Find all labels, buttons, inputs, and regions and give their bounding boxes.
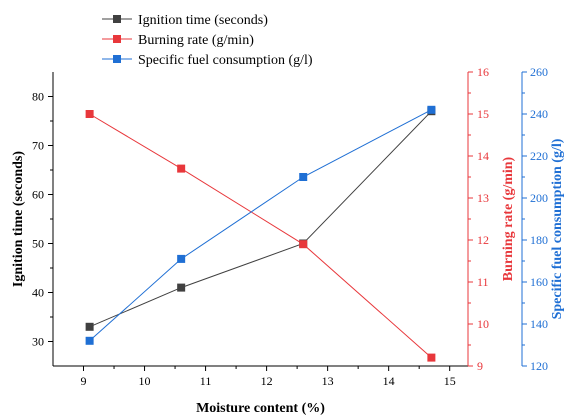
data-point-1-2	[299, 240, 308, 249]
y-right2-tick-label: 220	[530, 149, 548, 163]
y-axis-right1-title: Burning rate (g/min)	[501, 156, 516, 281]
y-right1-tick-label: 16	[477, 65, 489, 79]
y-left-tick-label: 60	[32, 188, 44, 202]
data-point-1-3	[427, 353, 436, 362]
y-right2-tick-label: 240	[530, 107, 548, 121]
data-point-1-1	[177, 164, 186, 173]
x-tick-label: 15	[444, 374, 456, 388]
data-point-2-0	[85, 336, 94, 345]
series-points	[85, 105, 436, 362]
y-left-tick-label: 40	[32, 286, 44, 300]
y-right1-tick-label: 15	[477, 107, 489, 121]
y-right2-tick-label: 200	[530, 191, 548, 205]
y-left-tick-label: 30	[32, 335, 44, 349]
x-tick-label: 11	[200, 374, 212, 388]
series-lines	[89, 109, 432, 358]
data-point-2-3	[427, 105, 436, 114]
series-line-2	[89, 109, 432, 342]
y-right1-tick-label: 10	[477, 317, 489, 331]
y-right1-tick-label: 13	[477, 191, 489, 205]
y-axis-right2-title: Specific fuel consumption (g/l)	[550, 138, 565, 319]
y-right1-tick-label: 12	[477, 233, 489, 247]
data-point-0-1	[177, 283, 186, 292]
x-tick-label: 13	[322, 374, 334, 388]
x-axis-title: Moisture content (%)	[196, 401, 325, 416]
y-right1-tick-label: 11	[477, 275, 489, 289]
y-left-tick-label: 80	[32, 90, 44, 104]
y-right2-tick-label: 260	[530, 65, 548, 79]
x-tick-label: 10	[139, 374, 151, 388]
data-point-2-1	[177, 254, 186, 263]
y-right2-tick-label: 140	[530, 317, 548, 331]
legend-marker	[113, 55, 121, 63]
data-point-0-0	[85, 322, 94, 331]
axis-ticks: 9 10 11 12 13 14 15 30 40 50 60 70 80 9 10 11 12 13 14 15 16…	[32, 65, 548, 388]
plot-frame	[52, 72, 523, 367]
legend-label: Burning rate (g/min)	[138, 33, 254, 48]
legend-label: Specific fuel consumption (g/l)	[138, 53, 313, 68]
y-right2-tick-label: 120	[530, 359, 548, 373]
x-tick-label: 9	[81, 374, 87, 388]
y-right1-tick-label: 9	[477, 359, 483, 373]
series-line-0	[89, 110, 432, 328]
data-point-1-0	[85, 110, 94, 118]
y-left-tick-label: 70	[32, 139, 44, 153]
x-tick-label: 12	[261, 374, 273, 388]
y-right1-tick-label: 14	[477, 149, 489, 163]
legend: Ignition time (seconds) Burning rate (g/m…	[102, 13, 313, 68]
x-tick-label: 14	[383, 374, 395, 388]
series-line-1	[89, 113, 432, 358]
legend-label: Ignition time (seconds)	[138, 13, 268, 28]
y-axis-left-title: Ignition time (seconds)	[11, 151, 26, 287]
y-right2-tick-label: 160	[530, 275, 548, 289]
data-point-2-2	[299, 173, 308, 181]
y-left-tick-label: 50	[32, 237, 44, 251]
legend-marker	[113, 15, 121, 23]
legend-marker	[113, 35, 121, 43]
y-right2-tick-label: 180	[530, 233, 548, 247]
